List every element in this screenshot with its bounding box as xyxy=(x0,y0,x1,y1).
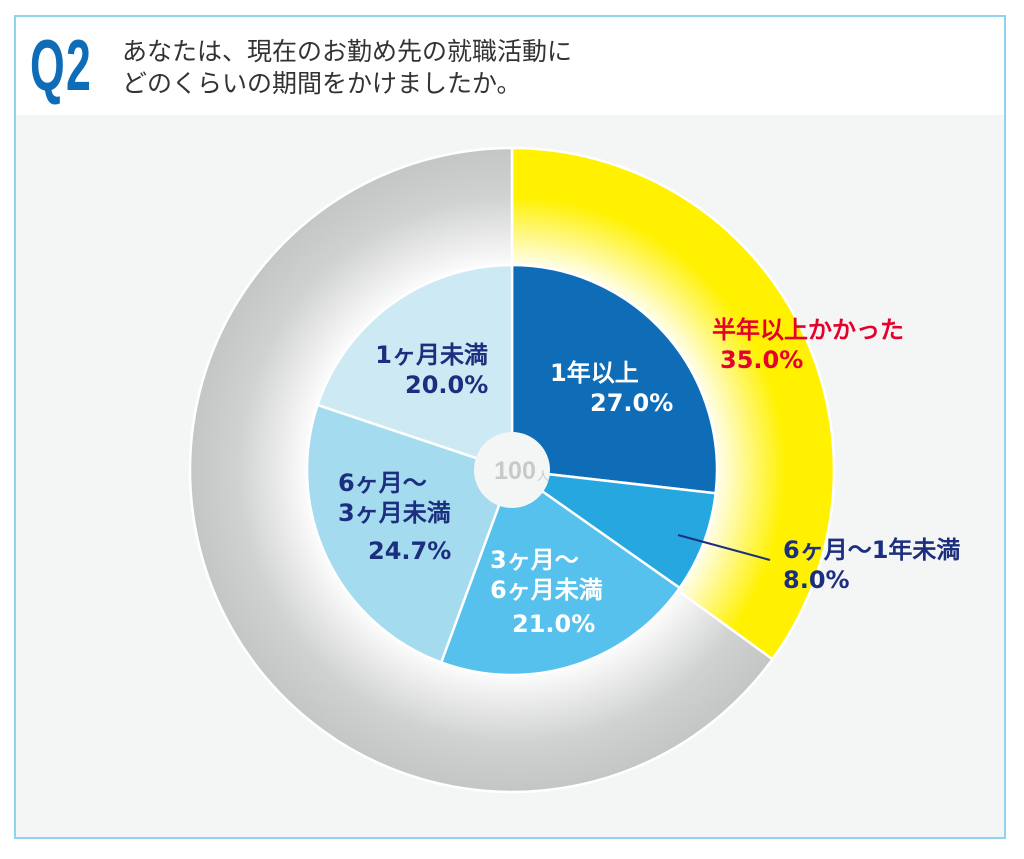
label-value: 27.0% xyxy=(590,389,674,417)
label-outer-yellow: 半年以上かかった 35.0% xyxy=(712,315,904,375)
label-under-1m: 1ヶ月未満 20.0% xyxy=(375,340,488,400)
center-count: 100 xyxy=(494,457,536,485)
label-value: 24.7% xyxy=(368,537,452,565)
label-title: 1年以上 xyxy=(550,359,639,387)
leader-line xyxy=(677,534,771,561)
label-1year: 1年以上 27.0% xyxy=(550,358,673,418)
label-value: 20.0% xyxy=(405,371,489,399)
label-3m-6m: 3ヶ月〜 6ヶ月未満 21.0% xyxy=(490,545,603,639)
label-title: 1ヶ月未満 xyxy=(375,341,488,369)
label-title: 3ヶ月〜 xyxy=(490,546,579,574)
label-1m-3m: 6ヶ月〜 3ヶ月未満 24.7% xyxy=(338,468,451,566)
label-title-2: 6ヶ月未満 xyxy=(490,576,603,604)
title-line-2: どのくらいの期間をかけましたか。 xyxy=(122,69,522,98)
label-value: 8.0% xyxy=(783,566,850,594)
inner-slice-4 xyxy=(316,263,514,472)
label-title-2: 3ヶ月未満 xyxy=(338,499,451,527)
question-title: あなたは、現在のお勤め先の就職活動に どのくらいの期間をかけましたか。 xyxy=(122,36,572,100)
inner-slice-0 xyxy=(510,263,719,495)
title-line-1: あなたは、現在のお勤め先の就職活動に xyxy=(122,37,573,66)
question-header xyxy=(16,17,1004,115)
center-unit: 人 xyxy=(537,469,549,483)
label-value: 21.0% xyxy=(512,610,596,638)
label-title: 6ヶ月〜 xyxy=(338,469,427,497)
center-circle xyxy=(474,432,550,508)
label-title: 6ヶ月〜1年未満 xyxy=(783,536,961,564)
label-title: 半年以上かかった xyxy=(712,316,904,344)
inner-slice-2 xyxy=(439,468,682,677)
label-value: 35.0% xyxy=(720,346,804,374)
inner-slice-3 xyxy=(305,403,514,664)
question-number: Q2 xyxy=(30,26,93,106)
label-6m-1y: 6ヶ月〜1年未満 8.0% xyxy=(783,535,960,595)
